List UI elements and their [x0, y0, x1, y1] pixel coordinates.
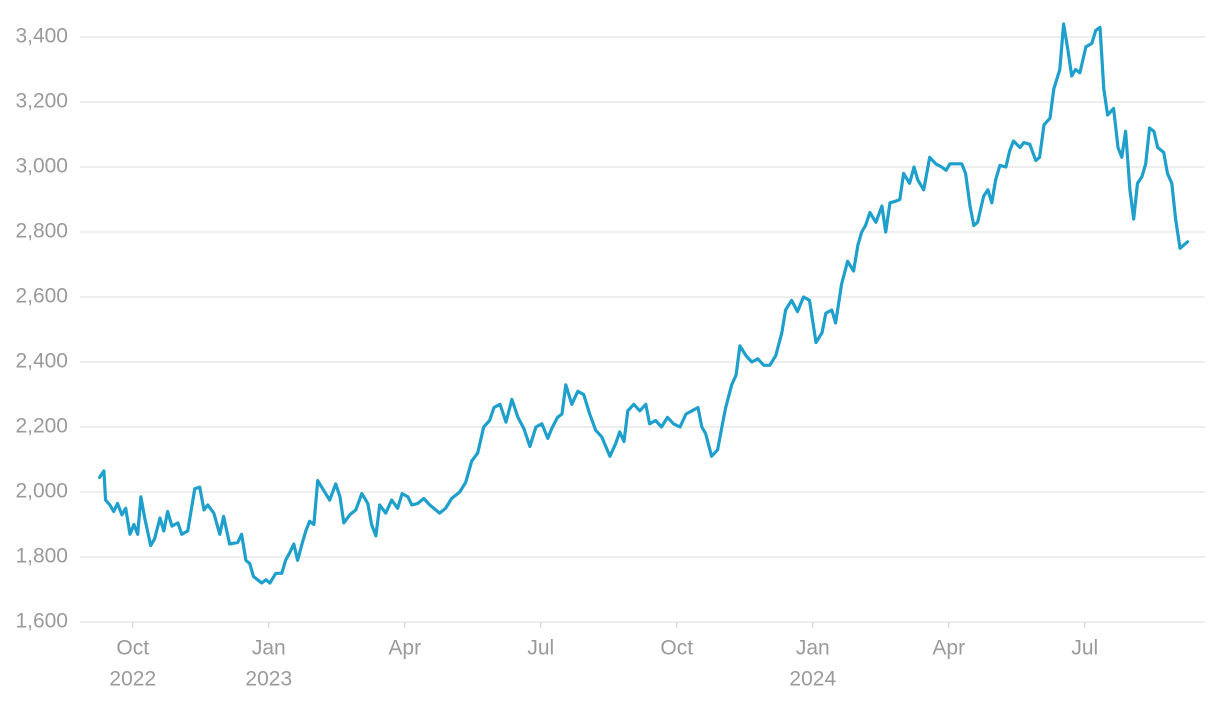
x-tick-label: 2022 [109, 668, 156, 691]
y-tick-label: 2,000 [15, 480, 68, 503]
x-tick-label: Jan [252, 637, 286, 660]
line-series [98, 22, 1190, 585]
y-tick-label: 1,800 [15, 545, 68, 568]
x-tick-label: Jul [1071, 637, 1098, 660]
x-tick-label: Jan [796, 637, 830, 660]
y-tick-label: 2,800 [15, 220, 68, 243]
y-tick-label: 2,400 [15, 350, 68, 373]
x-tick-label: Oct [660, 637, 693, 660]
x-tick-label: 2024 [789, 668, 836, 691]
y-tick-label: 1,600 [15, 610, 68, 633]
y-tick-label: 3,400 [15, 25, 68, 48]
x-tick-label: Oct [116, 637, 149, 660]
x-tick-label: Apr [388, 637, 421, 660]
x-tick-label: Jul [527, 637, 554, 660]
x-tick-label: 2023 [245, 668, 292, 691]
y-tick-label: 3,000 [15, 155, 68, 178]
y-tick-label: 2,600 [15, 285, 68, 308]
y-tick-label: 3,200 [15, 90, 68, 113]
x-tick-label: Apr [932, 637, 965, 660]
y-tick-label: 2,200 [15, 415, 68, 438]
